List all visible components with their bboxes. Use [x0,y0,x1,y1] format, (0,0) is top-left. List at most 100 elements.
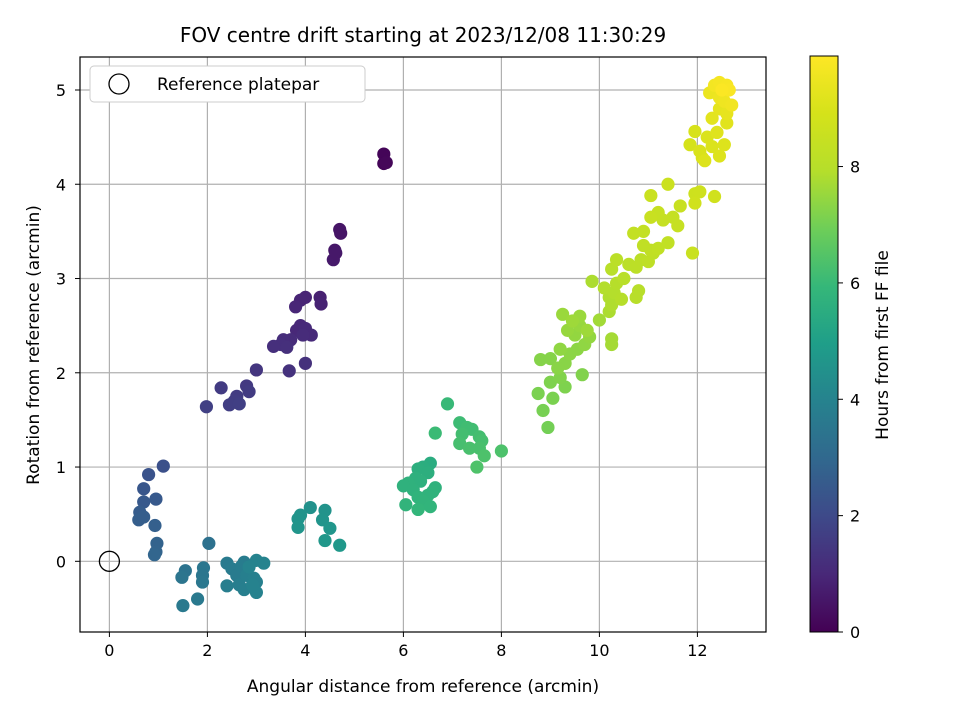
data-point [636,224,651,238]
colorbar-tick-label: 0 [850,623,860,642]
data-point [323,521,337,535]
data-point [627,226,641,240]
data-point [725,98,739,112]
data-point [428,426,442,440]
x-tick-label: 4 [300,641,310,660]
data-point [222,398,237,412]
data-point [673,199,687,213]
data-point [242,385,256,399]
legend-box [89,65,366,103]
colorbar-gradient [809,55,839,633]
data-point [605,332,619,346]
data-point [232,397,246,411]
data-point [661,177,675,191]
x-axis-ticks: 0 2 4 6 8 10 12 [104,632,708,660]
data-point [698,154,712,168]
data-point [693,185,707,199]
data-point [617,271,631,286]
data-point [717,138,731,152]
data-point [296,328,310,342]
data-point [683,138,697,152]
x-axis-label: Angular distance from reference (arcmin) [247,677,599,697]
data-point [651,241,665,255]
data-point [553,342,567,356]
y-axis-ticks: 0 1 2 3 4 5 [56,81,80,571]
data-point [411,502,425,517]
scatter-points [98,75,739,613]
data-point [440,397,455,411]
data-point [329,246,343,260]
data-point [580,323,594,337]
data-point [556,307,570,321]
data-point [710,125,724,140]
data-point [148,518,162,533]
data-point [453,436,467,451]
x-tick-label: 0 [104,641,114,660]
data-point [609,253,624,267]
data-point [536,403,550,418]
legend: Reference platepar [89,65,366,103]
data-point [541,420,555,435]
colorbar-tick-label: 6 [850,274,860,293]
colorbar-tick-label: 4 [850,390,860,409]
legend-marker-icon [108,73,130,95]
data-point [298,356,312,370]
data-point [399,498,413,512]
data-point [614,292,629,306]
data-point [688,124,702,139]
data-point [245,578,260,592]
colorbar-label: Hours from first FF file [873,250,893,440]
data-point [137,482,151,496]
data-point [720,116,734,130]
data-point [531,386,545,401]
colorbar: 0 2 4 6 8 Hours from first FF file [809,55,893,642]
x-tick-label: 12 [687,641,707,660]
x-tick-label: 6 [398,641,408,660]
y-axis-label: Rotation from reference (arcmin) [24,205,44,485]
data-point [707,189,722,204]
data-point [470,460,484,474]
data-point [142,467,156,482]
grid-lines [80,57,766,632]
data-point [156,459,170,473]
legend-entry-reference: Reference platepar [157,75,319,95]
data-point [644,210,658,224]
data-point [661,236,675,250]
chart-title: FOV centre drift starting at 2023/12/08 … [180,23,666,47]
data-point [494,444,508,458]
data-point [534,352,548,367]
data-point [685,246,700,260]
data-point [462,441,477,455]
data-point [149,492,163,506]
data-point [705,111,719,125]
data-point [195,575,210,589]
x-tick-label: 2 [202,641,212,660]
data-point [191,592,205,606]
data-point [543,375,558,389]
data-point [282,364,296,378]
data-point [289,300,303,314]
colorbar-ticks: 0 2 4 6 8 [838,158,860,642]
data-point [257,556,271,570]
y-tick-label: 4 [56,175,66,194]
data-point [280,340,294,354]
data-point [477,449,491,463]
data-point [705,139,719,154]
x-tick-label: 8 [496,641,506,660]
data-point [565,314,580,328]
data-point [137,495,151,509]
data-point [318,533,332,548]
y-tick-label: 2 [56,364,66,383]
colorbar-tick-label: 2 [850,507,860,526]
data-point [175,570,189,584]
data-point [137,510,151,524]
data-point [333,538,347,552]
data-point [423,500,437,514]
plot-frame [79,56,767,633]
data-point [291,520,305,534]
data-point [314,297,328,311]
y-tick-label: 0 [56,552,66,571]
data-point [546,391,560,405]
data-point [379,155,393,170]
data-point [242,560,256,574]
